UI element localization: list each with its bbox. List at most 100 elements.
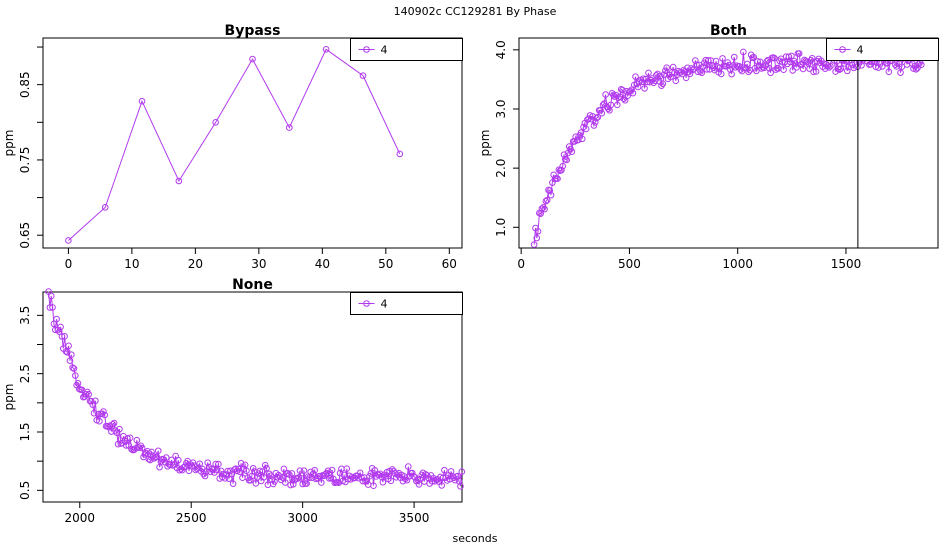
chart-panel-bypass: Bypass 0 10 20 30 40 50 60 0.65 0.75 0.85 ppm 4 — [2, 23, 463, 271]
data-point — [189, 459, 197, 466]
data-point — [233, 467, 241, 475]
data-point — [667, 73, 674, 81]
data-point — [204, 459, 212, 466]
data-point — [672, 77, 680, 85]
series-4 — [530, 48, 925, 248]
y-axis-label: ppm — [2, 130, 16, 157]
legend-label: 4 — [381, 298, 388, 311]
series-line — [48, 291, 463, 487]
plot-frame — [42, 291, 463, 503]
data-point — [311, 466, 318, 474]
data-point — [438, 482, 446, 489]
data-point — [745, 68, 752, 76]
x-tick-label: 50 — [378, 257, 393, 271]
data-point — [703, 66, 711, 73]
data-point — [682, 74, 690, 82]
legend-label: 4 — [381, 44, 388, 57]
data-point — [181, 463, 189, 471]
data-point — [284, 469, 292, 477]
data-point — [376, 470, 384, 478]
data-point — [72, 372, 79, 379]
data-point — [875, 64, 882, 71]
data-point — [51, 326, 59, 334]
y-axis: 0.5 1.5 2.5 3.5 — [18, 306, 43, 500]
data-point — [57, 323, 64, 331]
y-axis: 1.0 2.0 3.0 4.0 — [494, 40, 519, 237]
data-point — [632, 73, 639, 81]
data-point — [359, 477, 367, 485]
data-point — [825, 64, 833, 71]
data-point — [730, 53, 738, 61]
data-point — [70, 365, 78, 372]
data-point — [304, 473, 312, 480]
data-point — [289, 481, 297, 488]
x-tick-label: 10 — [124, 257, 139, 271]
data-point — [256, 467, 264, 475]
series-4 — [45, 288, 466, 490]
x-tick-label: 500 — [618, 257, 641, 271]
y-tick-label: 2.0 — [494, 159, 508, 178]
data-point — [591, 118, 599, 126]
data-point — [547, 191, 555, 199]
data-point — [688, 65, 695, 72]
data-point — [175, 177, 183, 185]
data-point — [229, 480, 237, 487]
data-point — [46, 304, 54, 311]
data-point — [843, 67, 851, 75]
data-point — [241, 461, 249, 469]
figure-header: 140902c CC129281 By Phase — [394, 5, 557, 18]
data-point — [597, 106, 604, 114]
data-point — [914, 64, 921, 72]
data-point — [356, 469, 364, 477]
data-point — [85, 391, 92, 398]
x-tick-label: 2500 — [176, 511, 207, 525]
data-point — [90, 409, 98, 417]
data-point — [543, 196, 551, 204]
x-tick-label: 30 — [251, 257, 266, 271]
y-axis: 0.65 0.75 0.85 — [18, 46, 43, 249]
data-point — [252, 480, 260, 487]
data-point — [662, 67, 669, 75]
data-point — [281, 479, 289, 486]
data-point — [343, 465, 351, 473]
y-tick-label: 0.5 — [18, 481, 32, 500]
data-point — [247, 476, 254, 484]
legend-box — [350, 292, 463, 315]
data-point — [698, 69, 706, 77]
data-point — [555, 166, 563, 174]
x-axis: 0 500 1000 1500 — [517, 248, 861, 271]
data-point — [441, 466, 448, 474]
data-point — [788, 52, 795, 60]
data-point — [153, 453, 161, 461]
x-tick-label: 3000 — [287, 511, 318, 525]
data-point — [810, 68, 817, 76]
data-point — [756, 58, 764, 66]
x-axis-label: seconds — [453, 532, 498, 545]
data-point — [546, 187, 554, 194]
data-point — [65, 342, 72, 350]
y-axis-label: ppm — [2, 384, 16, 411]
data-point — [704, 57, 712, 64]
data-point — [261, 461, 269, 469]
data-point — [803, 58, 811, 66]
data-point — [100, 408, 107, 415]
data-point — [280, 465, 288, 473]
data-point — [740, 48, 747, 56]
data-point — [694, 68, 702, 76]
data-point — [221, 475, 229, 482]
x-axis: 0 10 20 30 40 50 60 — [65, 248, 457, 271]
data-point — [836, 66, 843, 74]
data-point — [101, 411, 109, 419]
data-point — [879, 63, 886, 70]
data-point — [88, 397, 95, 405]
data-point — [663, 64, 670, 71]
data-point — [58, 333, 66, 340]
data-point — [293, 475, 301, 482]
data-point — [824, 62, 832, 70]
data-point — [212, 460, 220, 468]
data-point — [133, 436, 141, 444]
y-axis-label: ppm — [478, 130, 492, 157]
data-point — [68, 351, 75, 359]
data-point — [599, 101, 607, 109]
data-point — [641, 85, 648, 92]
